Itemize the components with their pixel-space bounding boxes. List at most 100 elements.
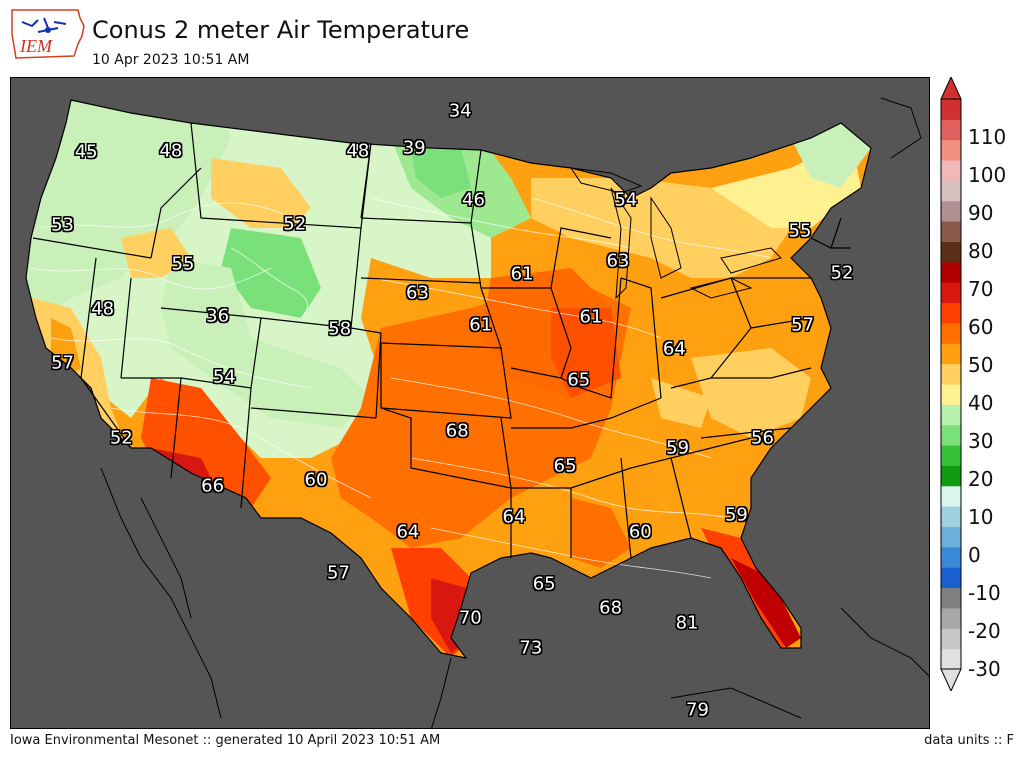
temperature-label: 52 (830, 262, 854, 284)
iem-logo: IEM (8, 6, 88, 64)
colorbar-band (941, 526, 961, 548)
colorbar-band (941, 139, 961, 161)
temperature-label: 34 (448, 100, 472, 122)
colorbar-tick-label: -10 (968, 581, 1001, 605)
temperature-label: 61 (579, 306, 603, 328)
colorbar-tick-label: 10 (968, 505, 994, 529)
temperature-map: 45 48 34 48 39 53 52 46 54 55 52 55 61 63 48 63 36 58 61 61… (10, 77, 930, 729)
colorbar-tick-label: -20 (968, 619, 1001, 643)
colorbar-band (941, 119, 961, 141)
colorbar-band (941, 261, 961, 283)
colorbar-tick-label: 20 (968, 467, 994, 491)
colorbar-band (941, 648, 961, 670)
map-title: Conus 2 meter Air Temperature (92, 16, 470, 44)
temperature-label: 55 (171, 253, 195, 275)
colorbar-tick-label: 40 (968, 391, 994, 415)
temperature-colorbar (940, 77, 962, 691)
colorbar-band (941, 506, 961, 527)
colorbar-tick-label: 100 (968, 163, 1007, 187)
temperature-label: 73 (519, 637, 543, 659)
colorbar-band (941, 546, 961, 568)
temperature-label: 54 (614, 189, 638, 211)
colorbar-tick-label: 60 (968, 315, 994, 339)
temperature-label: 36 (206, 305, 230, 327)
colorbar-band (941, 282, 961, 304)
logo-text: IEM (19, 36, 53, 56)
temperature-label: 68 (445, 420, 469, 442)
temperature-label: 63 (406, 282, 429, 304)
temperature-label: 81 (675, 612, 699, 634)
colorbar-tick-label: 90 (968, 201, 994, 225)
colorbar-tick-label: 0 (968, 543, 981, 567)
colorbar-min-arrow (940, 668, 962, 691)
temperature-label: 46 (462, 189, 485, 210)
temperature-label: 48 (346, 140, 370, 162)
colorbar-band (941, 607, 961, 629)
temperature-label: 45 (74, 141, 98, 163)
isotherm-contours (30, 197, 772, 579)
colorbar-band (941, 200, 961, 222)
colorbar-band (941, 180, 961, 202)
temperature-label: 65 (553, 455, 577, 477)
temperature-label: 57 (327, 562, 350, 584)
colorbar-band (941, 485, 961, 507)
colorbar-band (941, 445, 961, 466)
temperature-label: 65 (567, 369, 591, 391)
temperature-field (26, 100, 871, 658)
state-boundaries (25, 99, 872, 659)
temperature-label: 53 (51, 214, 74, 236)
temperature-label: 56 (751, 427, 774, 449)
temperature-label: 68 (599, 597, 623, 619)
footer-units: data units :: F (924, 733, 1014, 748)
map-canvas (25, 97, 929, 728)
temperature-label: 66 (201, 475, 225, 497)
temperature-label: 64 (662, 338, 686, 360)
colorbar-band (941, 404, 961, 426)
temperature-label: 57 (791, 314, 815, 335)
lake-and-coast-outlines (100, 97, 929, 728)
colorbar-band (941, 343, 961, 365)
colorbar-tick-label: 110 (968, 125, 1007, 149)
colorbar-max-arrow (940, 77, 962, 100)
colorbar-tick-label: 50 (968, 353, 994, 377)
temperature-label: 54 (212, 366, 236, 388)
temperature-label: 57 (51, 352, 75, 374)
temperature-label: 60 (304, 469, 328, 491)
colorbar-band (941, 587, 961, 609)
temperature-label: 59 (724, 504, 748, 526)
temperature-label: 63 (606, 250, 630, 272)
colorbar-tick-label: 30 (968, 429, 994, 453)
colorbar-band (941, 363, 961, 385)
colorbar-band (941, 384, 961, 405)
colorbar-band (941, 322, 961, 344)
temperature-label: 52 (109, 427, 133, 449)
temperature-label: 79 (686, 699, 709, 721)
temperature-label: 59 (666, 437, 690, 459)
temperature-label: 52 (283, 213, 307, 235)
temperature-label: 61 (469, 314, 493, 336)
footer-attribution: Iowa Environmental Mesonet :: generated … (10, 733, 441, 748)
colorbar-band (941, 99, 961, 120)
colorbar-tick-label: 70 (968, 277, 994, 301)
temperature-label: 70 (458, 607, 482, 629)
temperature-label: 60 (628, 521, 652, 543)
colorbar-tick-label: -30 (968, 657, 1001, 681)
colorbar-band (941, 221, 961, 242)
colorbar-band (941, 160, 961, 181)
colorbar-band (941, 424, 961, 446)
temperature-label: 48 (159, 140, 183, 162)
temperature-label: 61 (510, 263, 534, 285)
colorbar-band (941, 241, 961, 263)
temperature-label: 55 (788, 220, 812, 242)
colorbar-band (941, 302, 961, 324)
map-timestamp: 10 Apr 2023 10:51 AM (92, 52, 250, 68)
colorbar-band (941, 567, 961, 589)
temperature-label: 65 (532, 573, 556, 595)
temperature-label: 64 (502, 506, 526, 528)
temperature-label: 64 (396, 521, 420, 543)
temperature-label: 48 (91, 298, 115, 320)
colorbar-tick-label: 80 (968, 239, 994, 263)
colorbar-band (941, 465, 961, 487)
colorbar-band (941, 628, 961, 650)
temperature-label: 39 (402, 137, 426, 159)
